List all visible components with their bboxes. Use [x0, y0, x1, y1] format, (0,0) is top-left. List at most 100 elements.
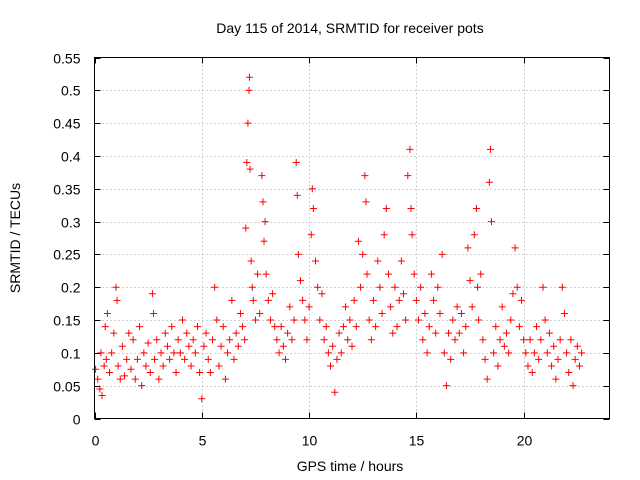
data-point [490, 349, 498, 357]
data-point [393, 323, 401, 331]
data-point [342, 303, 350, 311]
data-point [114, 362, 122, 370]
data-point [279, 342, 287, 350]
data-point [106, 369, 114, 377]
data-point [466, 277, 474, 285]
y-tick-label: 0 [73, 412, 81, 428]
data-point [215, 362, 223, 370]
data-point [110, 329, 118, 337]
data-point [558, 283, 566, 291]
data-point [464, 244, 472, 252]
data-point [470, 231, 478, 239]
data-point [492, 323, 500, 331]
y-axis-label: SRMTID / TECUs [7, 183, 23, 293]
data-point [96, 385, 104, 393]
data-point [440, 349, 448, 357]
data-point [294, 250, 302, 258]
data-point [477, 270, 485, 278]
data-point [376, 283, 384, 291]
data-point [378, 309, 386, 317]
data-point [407, 204, 415, 212]
data-point [339, 323, 347, 331]
data-point [228, 296, 236, 304]
data-point [307, 231, 315, 239]
data-point [142, 362, 150, 370]
data-point [462, 323, 470, 331]
data-point [112, 283, 120, 291]
data-point [331, 388, 339, 396]
data-point [348, 342, 356, 350]
data-point [198, 395, 206, 403]
data-point [146, 369, 154, 377]
data-point [101, 323, 109, 331]
data-point [432, 329, 440, 337]
data-point [530, 349, 538, 357]
data-point [262, 270, 270, 278]
x-tick-label: 20 [517, 433, 533, 449]
data-point [256, 309, 264, 317]
data-point [361, 172, 369, 180]
data-point [129, 336, 137, 344]
data-point [513, 283, 521, 291]
y-tick-label: 0.35 [53, 182, 80, 198]
y-tick-label: 0.55 [53, 51, 80, 67]
data-point [297, 277, 304, 285]
y-tick-label: 0.4 [61, 149, 81, 165]
data-point [453, 303, 461, 311]
x-tick-label: 0 [92, 433, 100, 449]
data-point [571, 355, 579, 363]
data-point [500, 342, 508, 350]
data-point [442, 382, 450, 390]
data-point [365, 316, 373, 324]
data-point [303, 336, 311, 344]
data-point [261, 218, 269, 226]
data-point [528, 369, 536, 377]
data-point [322, 323, 330, 331]
data-point [259, 198, 267, 206]
data-point [335, 329, 343, 337]
y-tick-label: 0.2 [61, 280, 81, 296]
data-point [234, 342, 242, 350]
data-point [181, 355, 189, 363]
data-point [511, 244, 519, 252]
data-point [163, 342, 171, 350]
data-point [196, 369, 204, 377]
data-point [217, 342, 225, 350]
data-point [314, 283, 322, 291]
data-point [430, 296, 438, 304]
data-point [324, 349, 332, 357]
data-point [284, 329, 292, 337]
data-point [260, 237, 268, 245]
data-point [359, 250, 367, 258]
data-point [244, 119, 252, 127]
data-point [369, 296, 377, 304]
data-point [281, 355, 289, 363]
data-point [121, 372, 129, 380]
data-point [236, 309, 244, 317]
data-point [518, 296, 526, 304]
data-point [320, 336, 328, 344]
data-point [509, 290, 517, 298]
data-point [202, 329, 210, 337]
data-point [123, 355, 131, 363]
data-point [560, 309, 568, 317]
data-point [312, 257, 320, 265]
data-point [575, 362, 583, 370]
data-point [232, 329, 240, 337]
data-point [245, 86, 253, 94]
data-point [337, 349, 345, 357]
data-point [100, 362, 108, 370]
data-point [299, 296, 307, 304]
data-point [449, 316, 457, 324]
data-point [494, 362, 502, 370]
data-point [357, 283, 365, 291]
x-tick-label: 10 [302, 433, 318, 449]
data-point [150, 309, 158, 317]
data-point [498, 303, 506, 311]
y-tick-label: 0.15 [53, 313, 80, 329]
data-point [245, 73, 253, 81]
data-point [537, 336, 545, 344]
data-point [344, 336, 352, 344]
data-point [309, 204, 317, 212]
